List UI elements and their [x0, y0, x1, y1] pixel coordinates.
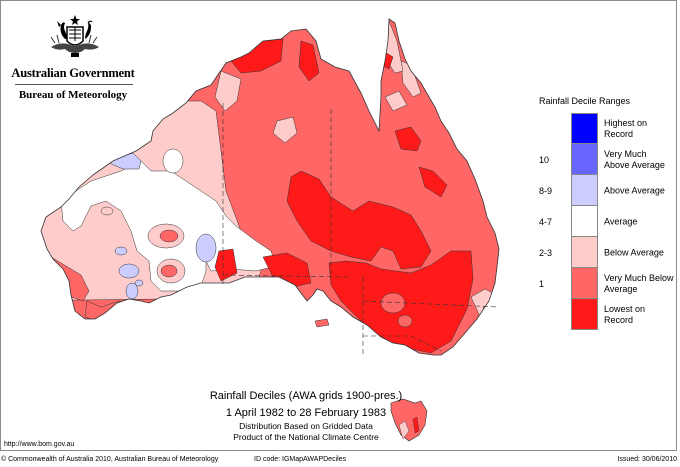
bom-url-link[interactable]: http://www.bom.gov.au — [4, 441, 75, 448]
legend-item-very-much-above: 10 Very Much Above Average — [531, 144, 671, 175]
caption-line-1: Distribution Based on Gridded Data — [239, 421, 373, 431]
legend-item-lowest: Lowest on Record — [531, 299, 671, 330]
legend-swatch — [571, 113, 598, 144]
legend-item-very-much-below: 1 Very Much Below Average — [531, 268, 674, 299]
bom-logo: Australian Government Bureau of Meteorol… — [9, 9, 137, 101]
legend-swatch — [571, 144, 598, 175]
agency-name: Bureau of Meteorology — [18, 89, 128, 101]
legend-item-highest: Highest on Record — [531, 113, 671, 144]
copyright-text: © Commonwealth of Australia 2010, Austra… — [1, 456, 219, 463]
government-name: Australian Government — [11, 66, 135, 80]
map-frame: Australian Government Bureau of Meteorol… — [0, 0, 677, 451]
legend-swatch — [571, 268, 598, 299]
caption-dates: 1 April 1982 to 28 February 1983 — [225, 407, 387, 419]
coat-of-arms-icon — [50, 15, 99, 57]
legend-title: Rainfall Decile Ranges — [539, 96, 631, 106]
legend-item-below: 2-3 Below Average — [531, 237, 671, 268]
issued-date: Issued: 30/06/2010 — [617, 456, 677, 463]
australia-rainfall-map — [40, 18, 500, 442]
legend-swatch — [571, 206, 598, 237]
legend-item-above: 8-9 Above Average — [531, 175, 671, 206]
logo-divider — [15, 84, 133, 85]
caption-line-2: Product of the National Climate Centre — [233, 432, 379, 442]
id-code: ID code: IGMapAWAPDeciles — [254, 456, 347, 463]
legend-swatch — [571, 299, 598, 330]
map-caption: Rainfall Deciles (AWA grids 1900-pres.) … — [171, 389, 441, 443]
legend-swatch — [571, 237, 598, 268]
state-borders — [222, 103, 498, 357]
legend-swatch — [571, 175, 598, 206]
legend-item-average: 4-7 Average — [531, 206, 671, 237]
caption-title: Rainfall Deciles (AWA grids 1900-pres.) — [209, 390, 403, 402]
